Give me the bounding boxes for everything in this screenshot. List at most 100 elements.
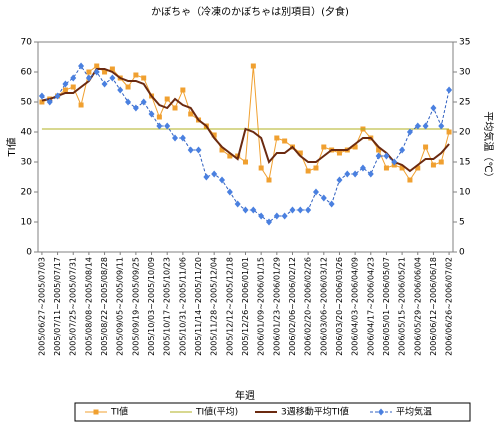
point bbox=[415, 165, 421, 171]
y2-tick-label: 20 bbox=[459, 128, 471, 138]
point bbox=[313, 165, 319, 171]
y2-tick-label: 5 bbox=[459, 218, 465, 228]
x-tick-label: 2006/01/09~2006/01/15 bbox=[257, 257, 266, 356]
point bbox=[383, 165, 389, 171]
point bbox=[430, 162, 436, 168]
point bbox=[86, 69, 92, 75]
x-tick-label: 2006/06/26~2006/07/02 bbox=[445, 257, 454, 356]
point bbox=[62, 87, 68, 93]
point bbox=[203, 173, 210, 181]
point bbox=[148, 110, 155, 118]
point bbox=[258, 165, 264, 171]
point bbox=[344, 170, 351, 178]
point bbox=[289, 206, 296, 214]
y2-tick-label: 0 bbox=[459, 248, 465, 258]
x-tick-label: 2006/02/20~2006/02/26 bbox=[304, 257, 313, 356]
y-tick-label: 20 bbox=[21, 188, 33, 198]
point bbox=[383, 152, 390, 160]
x-tick-label: 2005/09/05~2005/09/11 bbox=[116, 257, 125, 356]
point bbox=[70, 84, 76, 90]
point bbox=[242, 206, 249, 214]
point bbox=[180, 87, 186, 93]
point bbox=[423, 144, 429, 150]
x-tick-label: 2006/03/06~2006/03/12 bbox=[319, 257, 328, 356]
plot-area bbox=[37, 41, 454, 253]
point bbox=[188, 111, 194, 117]
point bbox=[438, 122, 445, 130]
point bbox=[39, 99, 45, 105]
x-tick-label: 2006/01/23~2006/01/29 bbox=[272, 257, 281, 356]
point bbox=[281, 212, 288, 220]
x-tick-label: 2005/11/28~2005/12/04 bbox=[210, 257, 219, 356]
point bbox=[265, 218, 272, 226]
legend-marker bbox=[378, 408, 384, 416]
point bbox=[406, 128, 413, 136]
point bbox=[46, 98, 53, 106]
point bbox=[78, 102, 84, 108]
point bbox=[133, 72, 139, 78]
point bbox=[125, 84, 131, 90]
legend-label: 平均気温 bbox=[396, 406, 432, 418]
point bbox=[399, 146, 406, 154]
x-tick-label: 2005/10/17~2005/10/23 bbox=[163, 257, 172, 356]
x-tick-label: 2005/06/27~2005/07/03 bbox=[37, 257, 46, 356]
y2-tick-label: 35 bbox=[459, 38, 470, 48]
point bbox=[62, 80, 69, 88]
point bbox=[328, 200, 335, 208]
point bbox=[312, 188, 319, 196]
point bbox=[102, 69, 108, 75]
y-tick-label: 60 bbox=[21, 68, 33, 78]
point bbox=[187, 146, 194, 154]
x-tick-label: 2006/05/01~2006/05/07 bbox=[382, 257, 391, 356]
point bbox=[297, 206, 304, 214]
point bbox=[258, 212, 265, 220]
y-tick-label: 70 bbox=[21, 38, 33, 48]
y-tick-label: 0 bbox=[26, 248, 32, 258]
point bbox=[376, 147, 382, 153]
point bbox=[305, 168, 311, 174]
point bbox=[54, 92, 61, 100]
point bbox=[273, 212, 280, 220]
y2-axis-label: 平均気温（℃） bbox=[482, 111, 495, 182]
point bbox=[172, 134, 179, 142]
x-tick-label: 2005/11/14~2005/11/20 bbox=[194, 257, 203, 356]
chart-title: かぼちゃ（冷凍のかぼちゃは別項目）(夕食) bbox=[151, 5, 349, 18]
x-tick-label: 2005/10/31~2005/11/06 bbox=[178, 257, 187, 356]
y-tick-label: 10 bbox=[21, 218, 33, 228]
point bbox=[195, 146, 202, 154]
point bbox=[164, 122, 171, 130]
x-tick-label: 2005/12/12~2005/12/18 bbox=[225, 257, 234, 356]
point bbox=[70, 74, 77, 82]
y2-tick-label: 25 bbox=[459, 98, 470, 108]
y-tick-label: 30 bbox=[21, 158, 33, 168]
point bbox=[234, 200, 241, 208]
point bbox=[422, 122, 429, 130]
x-tick-label: 2005/07/25~2005/07/31 bbox=[69, 257, 78, 356]
point bbox=[132, 104, 139, 112]
point bbox=[352, 144, 358, 150]
y2-tick-label: 30 bbox=[459, 68, 471, 78]
legend-label: TI値 bbox=[110, 406, 128, 418]
point bbox=[250, 206, 257, 214]
point bbox=[391, 158, 398, 166]
point bbox=[321, 144, 327, 150]
point bbox=[38, 92, 45, 100]
point bbox=[78, 62, 85, 70]
x-tick-label: 2006/06/12~2006/06/18 bbox=[429, 257, 438, 356]
point bbox=[109, 66, 115, 72]
point bbox=[367, 170, 374, 178]
point bbox=[375, 152, 382, 160]
point bbox=[156, 122, 163, 130]
series-line bbox=[41, 68, 450, 173]
x-axis-label: 年週 bbox=[235, 389, 255, 402]
point bbox=[179, 134, 186, 142]
point bbox=[226, 188, 233, 196]
point bbox=[320, 194, 327, 202]
point bbox=[446, 86, 453, 94]
x-tick-label: 2006/04/17~2006/04/23 bbox=[366, 257, 375, 356]
x-tick-label: 2005/07/11~2005/07/17 bbox=[53, 257, 62, 356]
point bbox=[227, 153, 233, 159]
point bbox=[211, 170, 218, 178]
legend-label: TI値(平均) bbox=[195, 406, 238, 418]
